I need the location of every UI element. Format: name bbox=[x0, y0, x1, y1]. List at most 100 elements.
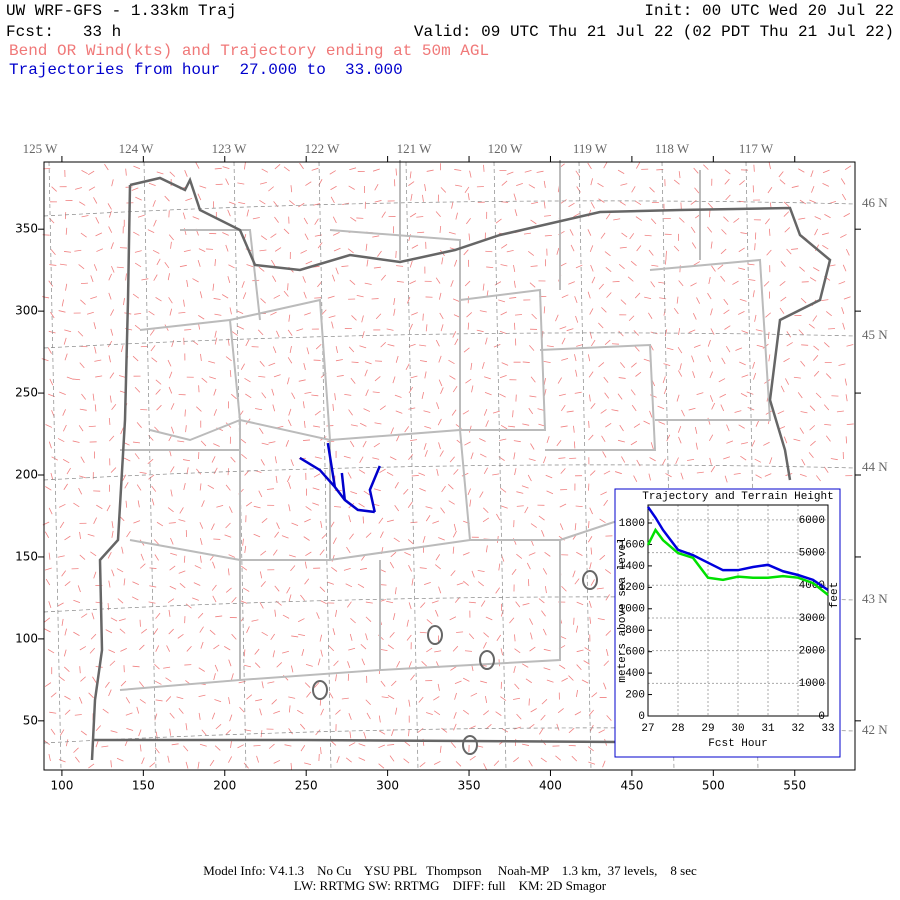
wind-barb bbox=[386, 471, 394, 476]
wind-barb bbox=[778, 171, 784, 178]
wind-barb bbox=[528, 760, 533, 767]
wind-barb bbox=[512, 410, 514, 418]
wind-barb bbox=[198, 248, 206, 252]
wind-barb bbox=[575, 689, 578, 697]
wind-barb bbox=[77, 330, 84, 337]
wind-barb bbox=[797, 392, 803, 399]
wind-barb bbox=[513, 697, 521, 700]
wind-barb bbox=[843, 296, 851, 300]
wind-barb bbox=[843, 213, 851, 218]
wind-barb bbox=[242, 587, 250, 592]
wind-barb bbox=[49, 378, 54, 386]
wind-barb bbox=[620, 299, 627, 305]
wind-barb bbox=[540, 757, 547, 763]
wind-barb bbox=[677, 425, 682, 433]
wind-barb bbox=[483, 164, 485, 172]
wind-barb bbox=[109, 435, 115, 442]
wind-barb bbox=[426, 712, 433, 715]
wind-barb bbox=[441, 485, 446, 493]
lake bbox=[462, 735, 478, 755]
wind-barb bbox=[90, 296, 98, 300]
wind-barb bbox=[245, 339, 250, 347]
wind-barb bbox=[484, 392, 492, 396]
wind-barb bbox=[410, 375, 418, 379]
wind-barb bbox=[312, 487, 320, 491]
wind-barb bbox=[438, 442, 441, 450]
wind-barb bbox=[168, 522, 176, 524]
wind-barb bbox=[320, 747, 322, 755]
wind-barb bbox=[768, 162, 771, 170]
wind-barb bbox=[455, 212, 458, 220]
wind-barb bbox=[227, 209, 231, 217]
wind-barb bbox=[348, 185, 355, 190]
wind-barb bbox=[282, 614, 290, 619]
wind-barb bbox=[557, 708, 564, 714]
wind-barb bbox=[58, 759, 66, 763]
wind-barb bbox=[108, 273, 112, 281]
wind-barb bbox=[315, 343, 322, 350]
x-tick-label: 33 bbox=[821, 723, 834, 735]
wind-barb bbox=[81, 215, 89, 218]
wind-barb bbox=[576, 664, 582, 670]
wind-barb bbox=[724, 325, 731, 330]
wind-barb bbox=[169, 585, 177, 590]
wind-barb bbox=[456, 582, 464, 586]
wind-barb bbox=[483, 467, 488, 475]
wind-barb bbox=[171, 426, 175, 434]
wind-barb bbox=[561, 337, 566, 345]
wind-barb bbox=[44, 628, 51, 633]
wind-barb bbox=[665, 250, 667, 258]
wind-barb bbox=[516, 182, 523, 187]
wind-barb bbox=[358, 757, 366, 761]
wind-barb bbox=[381, 211, 386, 218]
wind-barb bbox=[409, 260, 413, 268]
wind-barb bbox=[438, 292, 442, 300]
wind-barb bbox=[298, 202, 305, 208]
wind-barb bbox=[156, 521, 164, 527]
wind-barb bbox=[199, 185, 207, 189]
wind-barb bbox=[61, 299, 64, 307]
wind-barb bbox=[521, 485, 529, 489]
wind-barb bbox=[587, 536, 593, 543]
wind-barb bbox=[283, 166, 290, 172]
wind-barb bbox=[738, 311, 745, 315]
wind-barb bbox=[419, 344, 427, 347]
wind-barb bbox=[677, 370, 683, 377]
wind-barb bbox=[153, 219, 157, 227]
wind-barb bbox=[182, 212, 186, 220]
wind-barb bbox=[88, 763, 95, 769]
wind-barb bbox=[79, 201, 86, 206]
latitude-label: 42 N bbox=[862, 722, 888, 737]
wind-barb bbox=[571, 755, 578, 762]
wind-barb bbox=[335, 359, 343, 362]
wind-barb bbox=[197, 193, 202, 201]
wind-barb bbox=[77, 585, 81, 593]
wind-barb bbox=[334, 506, 342, 508]
wind-barb bbox=[566, 328, 574, 332]
wind-barb bbox=[598, 362, 605, 368]
wind-barb bbox=[633, 475, 638, 483]
wind-barb bbox=[244, 377, 251, 383]
wind-barb bbox=[378, 763, 385, 769]
wind-barb bbox=[321, 309, 327, 316]
wind-barb bbox=[134, 262, 142, 268]
wind-barb bbox=[198, 712, 201, 720]
wind-barb bbox=[556, 723, 560, 731]
wind-barb bbox=[363, 408, 371, 412]
wind-barb bbox=[631, 404, 637, 412]
wind-barb bbox=[650, 218, 657, 225]
wind-barb bbox=[304, 682, 311, 688]
wind-barb bbox=[111, 569, 115, 577]
y2-tick-label: 3000 bbox=[799, 613, 825, 625]
wind-barb bbox=[679, 363, 682, 371]
wind-barb bbox=[703, 164, 709, 170]
wind-barb bbox=[711, 402, 716, 410]
wind-barb bbox=[634, 345, 640, 352]
wind-barb bbox=[454, 338, 459, 346]
wind-barb bbox=[273, 759, 281, 764]
wind-barb bbox=[723, 216, 729, 222]
trajectory bbox=[340, 472, 347, 501]
wind-barb bbox=[590, 264, 594, 272]
wind-barb bbox=[583, 660, 590, 665]
wind-barb bbox=[363, 731, 367, 739]
